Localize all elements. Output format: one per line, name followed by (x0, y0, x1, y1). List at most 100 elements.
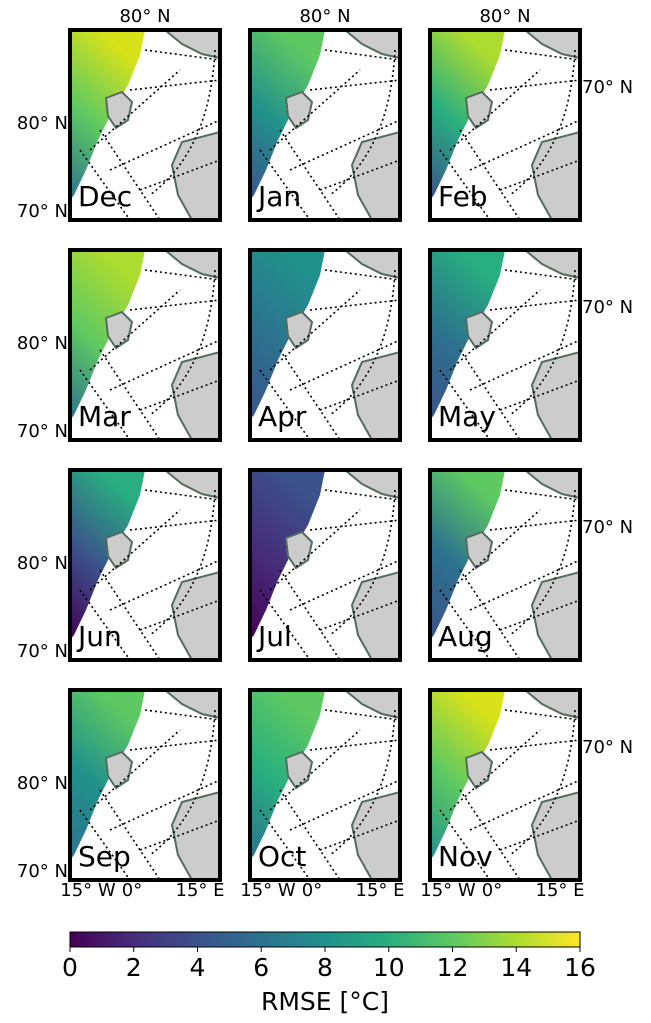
month-label: Dec (78, 180, 132, 213)
land-north (523, 690, 580, 720)
land-svalbard (464, 750, 494, 790)
land-north (523, 250, 580, 280)
colorbar-tick-label: 12 (437, 953, 469, 982)
colorbar (69, 931, 581, 948)
panel-border (428, 688, 582, 882)
map-panel: Jun (68, 468, 222, 662)
lon-label: 15° W (420, 880, 476, 901)
map-content (70, 690, 220, 880)
month-label: Sep (78, 840, 131, 873)
grid-meridian (259, 489, 400, 660)
lon-label: 15° W (60, 880, 116, 901)
map-panel: Feb (428, 28, 582, 222)
map-content (250, 30, 400, 220)
lon-label: 0° (302, 880, 322, 901)
lat-label: 70° N (582, 517, 633, 538)
lat-label: 80° N (17, 553, 68, 574)
colorbar-tick-label: 14 (500, 953, 532, 982)
panel-border (248, 688, 402, 882)
land-north (163, 30, 220, 60)
month-label: Jul (256, 620, 292, 653)
lon-label: 0° (482, 880, 502, 901)
lat-label: 80° N (299, 6, 350, 27)
map-panel: Dec (68, 28, 222, 222)
month-label: Oct (258, 840, 306, 873)
panel-border (248, 468, 402, 662)
panel-border (248, 248, 402, 442)
lat-label: 70° N (17, 421, 68, 442)
month-label: Jan (256, 180, 301, 213)
land-east (350, 790, 400, 880)
land-east (530, 130, 580, 220)
lon-label: 15° E (356, 880, 405, 901)
land-north (343, 690, 400, 720)
colorbar-tick-label: 8 (317, 953, 333, 982)
map-content (430, 30, 580, 220)
land-east (170, 570, 220, 660)
land-north (523, 470, 580, 500)
land-svalbard (464, 90, 494, 130)
colorbar-tick-label: 6 (253, 953, 269, 982)
panel-border (248, 28, 402, 222)
land-svalbard (104, 310, 134, 350)
land-east (170, 130, 220, 220)
lat-label: 80° N (17, 333, 68, 354)
map-content (250, 250, 400, 440)
panel-border (68, 688, 222, 882)
lat-label: 70° N (582, 77, 633, 98)
land-east (530, 570, 580, 660)
land-north (343, 250, 400, 280)
colorbar-label: RMSE [°C] (261, 987, 389, 1016)
lat-label: 80° N (479, 6, 530, 27)
map-content (430, 690, 580, 880)
lon-label: 0° (122, 880, 142, 901)
grid-meridian (79, 49, 220, 220)
lat-label: 80° N (17, 773, 68, 794)
lon-label: 15° E (176, 880, 225, 901)
land-svalbard (284, 90, 314, 130)
grid-meridian (259, 49, 400, 220)
map-content (70, 30, 220, 220)
land-north (343, 30, 400, 60)
colorbar-tick-label: 0 (62, 953, 78, 982)
map-content (430, 250, 580, 440)
colorbar-tick-label: 4 (190, 953, 206, 982)
land-east (350, 130, 400, 220)
panel-border (428, 468, 582, 662)
month-label: Aug (438, 620, 493, 653)
land-svalbard (284, 310, 314, 350)
grid-meridian (439, 709, 580, 880)
map-content (430, 470, 580, 660)
lon-label: 15° W (240, 880, 296, 901)
panel-border (428, 248, 582, 442)
lon-label: 15° E (536, 880, 585, 901)
map-panel: May (428, 248, 582, 442)
land-east (530, 350, 580, 440)
month-label: Apr (258, 400, 307, 433)
map-panel: Nov (428, 688, 582, 882)
map-content (70, 470, 220, 660)
map-panel: Aug (428, 468, 582, 662)
month-label: May (438, 400, 496, 433)
grid-meridian (79, 709, 220, 880)
colorbar-tick-label: 16 (564, 953, 596, 982)
grid-meridian (79, 489, 220, 660)
month-label: Feb (438, 180, 488, 213)
month-label: Nov (438, 840, 493, 873)
colorbar-tick-label: 2 (126, 953, 142, 982)
lat-label: 70° N (17, 641, 68, 662)
map-panel: Mar (68, 248, 222, 442)
grid-meridian (259, 709, 400, 880)
land-east (170, 790, 220, 880)
land-east (350, 350, 400, 440)
land-svalbard (464, 530, 494, 570)
lat-label: 70° N (582, 297, 633, 318)
land-north (163, 470, 220, 500)
lat-label: 70° N (17, 861, 68, 882)
map-content (70, 250, 220, 440)
colorbar-tick-label: 10 (373, 953, 405, 982)
panel-border (68, 468, 222, 662)
grid-meridian (439, 269, 580, 440)
grid-meridian (259, 269, 400, 440)
land-east (170, 350, 220, 440)
